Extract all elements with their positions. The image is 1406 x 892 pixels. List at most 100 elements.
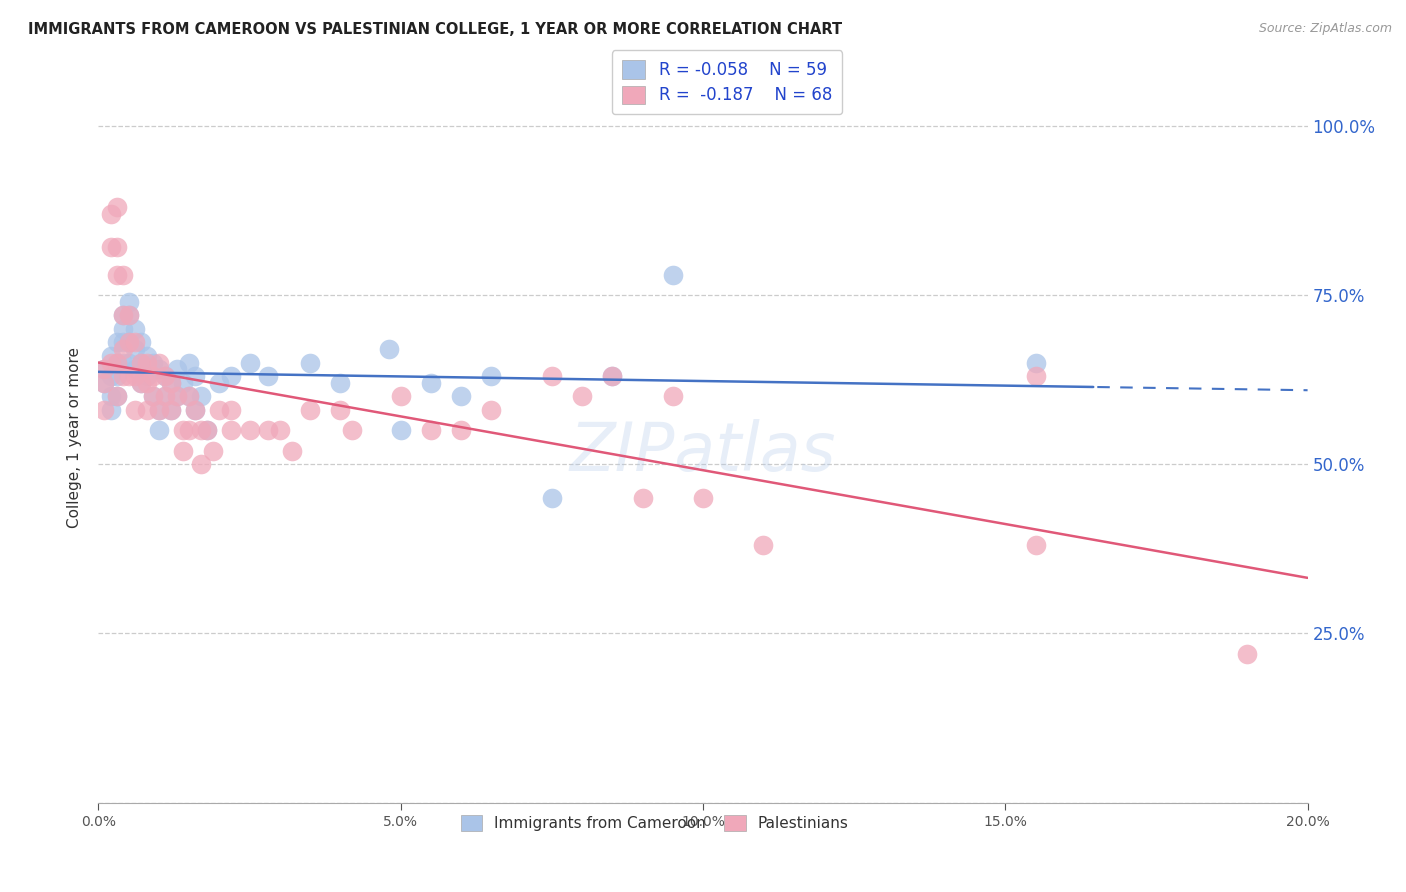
Point xyxy=(124,403,146,417)
Point xyxy=(752,538,775,552)
Point xyxy=(172,376,194,390)
Point xyxy=(105,355,128,369)
Point xyxy=(111,369,134,384)
Point xyxy=(135,349,157,363)
Point xyxy=(256,369,278,384)
Point xyxy=(221,423,243,437)
Point xyxy=(389,423,412,437)
Point xyxy=(420,423,443,437)
Point xyxy=(118,308,141,322)
Point xyxy=(239,355,262,369)
Point xyxy=(111,308,134,322)
Point xyxy=(166,389,188,403)
Point xyxy=(269,423,291,437)
Point xyxy=(105,389,128,403)
Point xyxy=(124,342,146,356)
Point xyxy=(190,389,212,403)
Point xyxy=(105,240,128,254)
Point xyxy=(142,369,165,384)
Point xyxy=(1236,647,1258,661)
Point xyxy=(571,389,593,403)
Point xyxy=(129,355,152,369)
Point xyxy=(105,200,128,214)
Point xyxy=(93,362,115,376)
Point xyxy=(111,308,134,322)
Point xyxy=(124,362,146,376)
Text: IMMIGRANTS FROM CAMEROON VS PALESTINIAN COLLEGE, 1 YEAR OR MORE CORRELATION CHAR: IMMIGRANTS FROM CAMEROON VS PALESTINIAN … xyxy=(28,22,842,37)
Point xyxy=(299,403,322,417)
Point xyxy=(93,376,115,390)
Point xyxy=(160,376,183,390)
Point xyxy=(142,389,165,403)
Point xyxy=(1024,369,1046,384)
Point xyxy=(172,423,194,437)
Point xyxy=(93,362,115,376)
Point xyxy=(135,403,157,417)
Text: Source: ZipAtlas.com: Source: ZipAtlas.com xyxy=(1258,22,1392,36)
Legend: Immigrants from Cameroon, Palestinians: Immigrants from Cameroon, Palestinians xyxy=(453,807,856,839)
Point xyxy=(111,335,134,350)
Point xyxy=(100,403,122,417)
Point xyxy=(172,443,194,458)
Point xyxy=(299,355,322,369)
Point xyxy=(105,268,128,282)
Point xyxy=(166,389,188,403)
Point xyxy=(111,268,134,282)
Point xyxy=(179,389,201,403)
Point xyxy=(166,362,188,376)
Point xyxy=(661,389,683,403)
Point xyxy=(184,403,207,417)
Point xyxy=(153,389,176,403)
Point xyxy=(179,355,201,369)
Point xyxy=(118,335,141,350)
Point xyxy=(184,369,207,384)
Point xyxy=(124,369,146,384)
Point xyxy=(160,376,183,390)
Point xyxy=(135,369,157,384)
Point xyxy=(329,403,352,417)
Point xyxy=(148,423,170,437)
Point xyxy=(100,349,122,363)
Point xyxy=(100,369,122,384)
Point xyxy=(661,268,683,282)
Point xyxy=(450,423,472,437)
Point xyxy=(105,335,128,350)
Point xyxy=(153,369,176,384)
Point xyxy=(129,376,152,390)
Point xyxy=(93,376,115,390)
Point xyxy=(148,403,170,417)
Point xyxy=(105,355,128,369)
Point xyxy=(148,403,170,417)
Point xyxy=(124,322,146,336)
Point xyxy=(100,206,122,220)
Point xyxy=(329,376,352,390)
Point xyxy=(195,423,218,437)
Point xyxy=(1024,355,1046,369)
Point xyxy=(142,389,165,403)
Point xyxy=(1024,538,1046,552)
Point xyxy=(179,423,201,437)
Point xyxy=(221,369,243,384)
Point xyxy=(239,423,262,437)
Point xyxy=(129,355,152,369)
Point xyxy=(179,389,201,403)
Point xyxy=(118,355,141,369)
Point xyxy=(153,369,176,384)
Point xyxy=(118,308,141,322)
Point xyxy=(124,335,146,350)
Point xyxy=(148,355,170,369)
Point xyxy=(135,376,157,390)
Point xyxy=(160,403,183,417)
Point xyxy=(148,362,170,376)
Point xyxy=(377,342,399,356)
Point xyxy=(100,355,122,369)
Y-axis label: College, 1 year or more: College, 1 year or more xyxy=(67,347,83,527)
Point xyxy=(93,403,115,417)
Point xyxy=(111,355,134,369)
Point xyxy=(118,335,141,350)
Point xyxy=(208,403,231,417)
Point xyxy=(105,369,128,384)
Point xyxy=(118,369,141,384)
Point xyxy=(202,443,225,458)
Point xyxy=(129,376,152,390)
